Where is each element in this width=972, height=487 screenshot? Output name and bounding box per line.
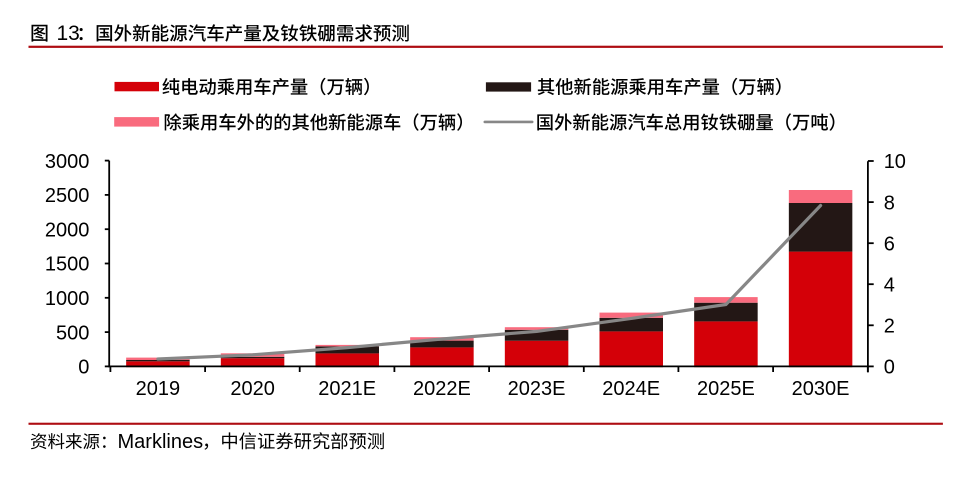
svg-text:3000: 3000 [45, 151, 90, 173]
svg-text:Marklines: Marklines [118, 431, 204, 453]
svg-text:2000: 2000 [45, 219, 90, 241]
svg-text:2020: 2020 [230, 378, 275, 400]
svg-text:2024E: 2024E [602, 378, 660, 400]
svg-text:2500: 2500 [45, 185, 90, 207]
svg-text:13: 13 [57, 22, 80, 45]
svg-text:6: 6 [884, 233, 895, 255]
svg-text:0: 0 [78, 357, 89, 379]
svg-text:0: 0 [884, 357, 895, 379]
svg-text:500: 500 [56, 322, 89, 344]
svg-text:8: 8 [884, 192, 895, 214]
svg-text:2019: 2019 [136, 378, 181, 400]
svg-text:10: 10 [884, 151, 906, 173]
svg-text:1000: 1000 [45, 288, 90, 310]
svg-text:2022E: 2022E [413, 378, 471, 400]
svg-text:2030E: 2030E [792, 378, 850, 400]
svg-text:2025E: 2025E [697, 378, 755, 400]
svg-text:2023E: 2023E [508, 378, 566, 400]
svg-text:4: 4 [884, 274, 895, 296]
svg-text:2021E: 2021E [318, 378, 376, 400]
svg-text:2: 2 [884, 316, 895, 338]
svg-text:1500: 1500 [45, 254, 90, 276]
